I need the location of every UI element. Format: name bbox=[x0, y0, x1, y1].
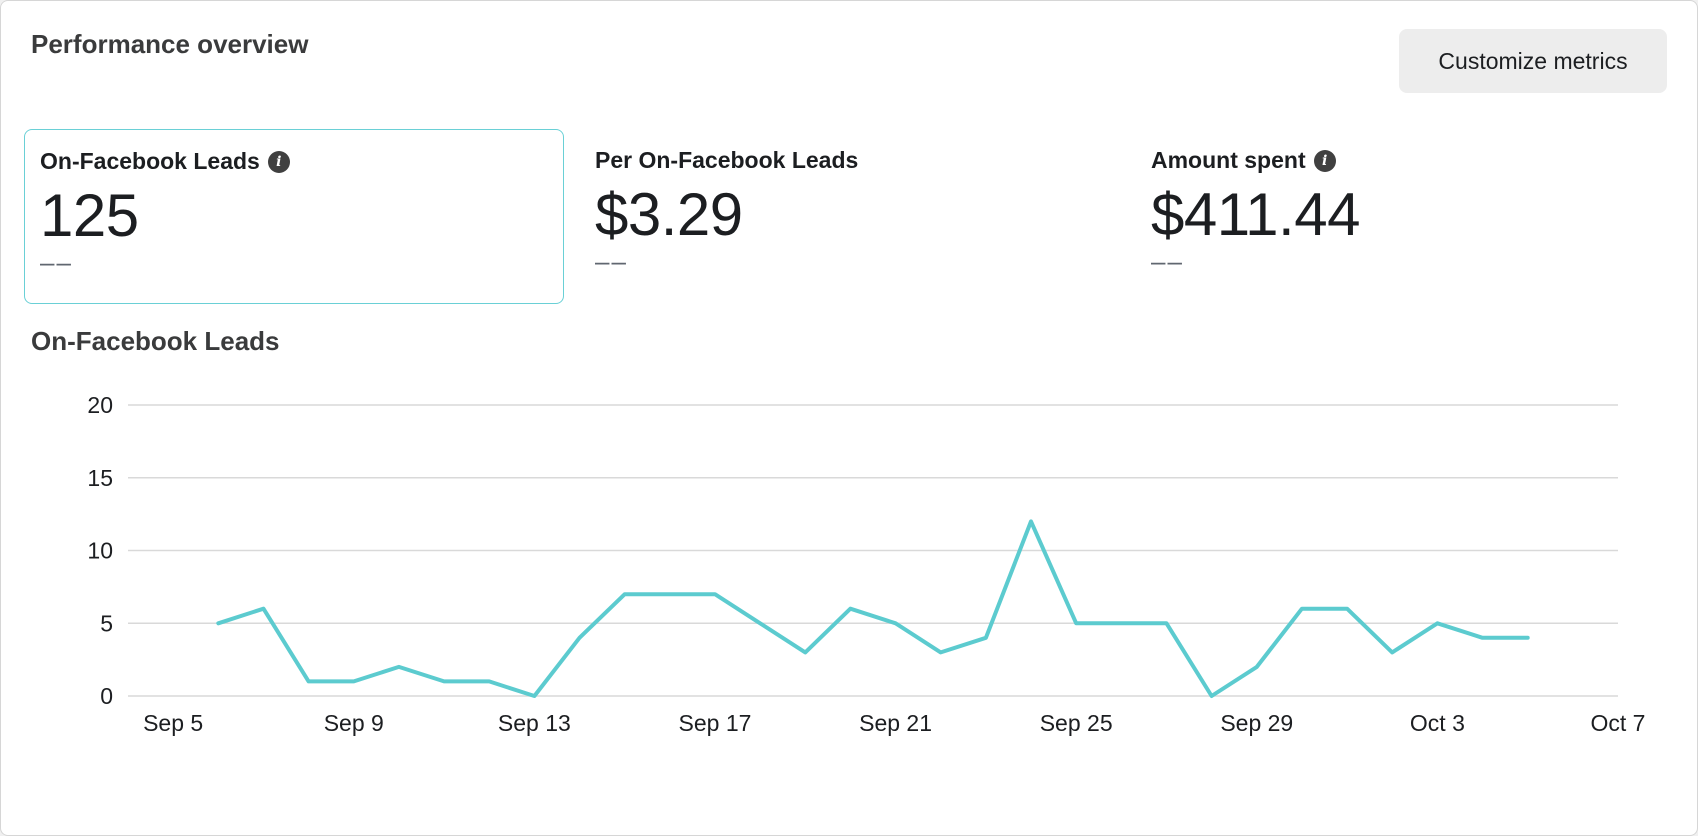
x-tick-label: Sep 25 bbox=[1040, 710, 1113, 736]
metric-value: $411.44 bbox=[1151, 181, 1360, 248]
y-tick-label: 5 bbox=[100, 610, 113, 636]
metric-card-leads[interactable]: On-Facebook Leads i 125 –– bbox=[24, 129, 564, 304]
x-tick-label: Sep 21 bbox=[859, 710, 932, 736]
customize-metrics-button[interactable]: Customize metrics bbox=[1399, 29, 1667, 93]
y-tick-label: 0 bbox=[100, 683, 113, 709]
metric-delta: –– bbox=[40, 247, 73, 277]
x-tick-label: Sep 13 bbox=[498, 710, 571, 736]
x-tick-label: Sep 17 bbox=[679, 710, 752, 736]
leads-line-chart: 0 5 10 15 20 Sep 5 Sep 9 Sep 13 Sep 17 Sep 21 Sep … bbox=[87, 392, 1646, 736]
metric-value: 125 bbox=[40, 182, 139, 249]
x-tick-label: Sep 9 bbox=[324, 710, 384, 736]
info-icon[interactable]: i bbox=[267, 150, 290, 173]
metric-value: $3.29 bbox=[595, 181, 743, 248]
metric-label: Per On-Facebook Leads bbox=[595, 147, 859, 173]
x-tick-label: Oct 7 bbox=[1591, 710, 1646, 736]
metric-delta: –– bbox=[595, 246, 628, 276]
series-line-leads bbox=[216, 519, 1530, 698]
y-tick-label: 10 bbox=[87, 538, 113, 564]
metric-label: On-Facebook Leads bbox=[40, 148, 260, 174]
y-tick-label: 20 bbox=[87, 392, 113, 418]
metric-card-amount-spent[interactable]: Amount spent i $411.44 –– bbox=[1136, 129, 1676, 304]
metric-label: Amount spent bbox=[1151, 147, 1306, 173]
metric-card-cost-per-lead[interactable]: Per On-Facebook Leads $3.29 –– bbox=[580, 129, 1120, 304]
page-title: Performance overview bbox=[31, 29, 309, 59]
chart-title: On-Facebook Leads bbox=[31, 326, 280, 356]
metric-delta: –– bbox=[1151, 246, 1184, 276]
x-tick-label: Oct 3 bbox=[1410, 710, 1465, 736]
x-tick-label: Sep 5 bbox=[143, 710, 203, 736]
y-tick-label: 15 bbox=[87, 465, 113, 491]
x-tick-label: Sep 29 bbox=[1220, 710, 1293, 736]
info-icon[interactable]: i bbox=[1313, 149, 1336, 172]
